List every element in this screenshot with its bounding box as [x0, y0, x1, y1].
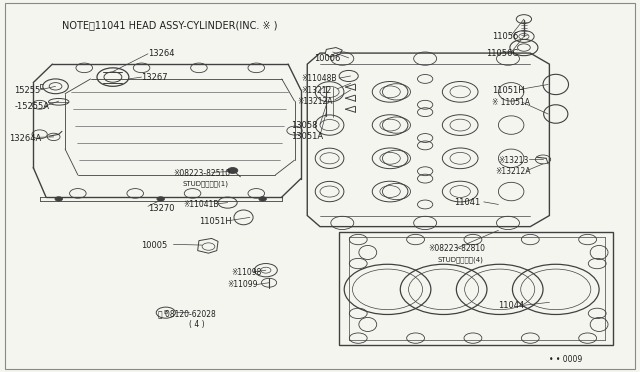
Text: ※13212A: ※13212A: [495, 167, 531, 176]
Text: 11051H: 11051H: [492, 86, 525, 94]
Text: ※13212: ※13212: [301, 86, 331, 94]
Text: ※13213: ※13213: [499, 155, 529, 165]
Text: 11051H: 11051H: [199, 217, 232, 225]
Text: STUDスタッド(1): STUDスタッド(1): [183, 181, 229, 187]
Text: 11056C: 11056C: [486, 49, 518, 58]
Text: 13267: 13267: [141, 73, 168, 81]
Text: ※ 11051A: ※ 11051A: [492, 99, 530, 108]
Text: 13051A: 13051A: [291, 132, 323, 141]
Text: Ⓑ 08120-62028: Ⓑ 08120-62028: [157, 309, 215, 318]
Text: • • 0009: • • 0009: [549, 355, 582, 364]
Text: 11041: 11041: [454, 198, 480, 207]
Text: 13058: 13058: [291, 121, 318, 129]
Polygon shape: [339, 232, 613, 345]
Text: STUDスタッド(4): STUDスタッド(4): [438, 257, 484, 263]
Polygon shape: [307, 53, 549, 227]
Text: 13264: 13264: [148, 49, 175, 58]
Text: ( 4 ): ( 4 ): [189, 320, 205, 329]
Text: 11044: 11044: [499, 301, 525, 311]
Text: 13264A: 13264A: [9, 134, 42, 142]
Text: 10005: 10005: [141, 241, 168, 250]
Text: ※13212A: ※13212A: [298, 97, 333, 106]
Text: ※08223-82810: ※08223-82810: [428, 244, 485, 253]
Circle shape: [157, 197, 164, 201]
Text: ※11099: ※11099: [228, 280, 258, 289]
Text: 13270: 13270: [148, 203, 175, 213]
Text: ※11098: ※11098: [231, 268, 261, 277]
Circle shape: [228, 167, 238, 173]
Text: NOTE）11041 HEAD ASSY-CYLINDER(INC. ※ ): NOTE）11041 HEAD ASSY-CYLINDER(INC. ※ ): [62, 20, 277, 31]
Circle shape: [259, 197, 266, 201]
Text: ※11041B: ※11041B: [183, 200, 218, 209]
Text: 15255: 15255: [14, 86, 40, 94]
Polygon shape: [198, 238, 218, 253]
Text: 11056: 11056: [492, 32, 518, 41]
Text: 10006: 10006: [314, 54, 340, 63]
Text: B: B: [164, 310, 168, 315]
Text: ※08223-82510: ※08223-82510: [173, 169, 230, 177]
Text: -15255A: -15255A: [14, 102, 49, 111]
Polygon shape: [325, 48, 342, 57]
Text: ※11048B: ※11048B: [301, 74, 337, 83]
Circle shape: [55, 197, 63, 201]
